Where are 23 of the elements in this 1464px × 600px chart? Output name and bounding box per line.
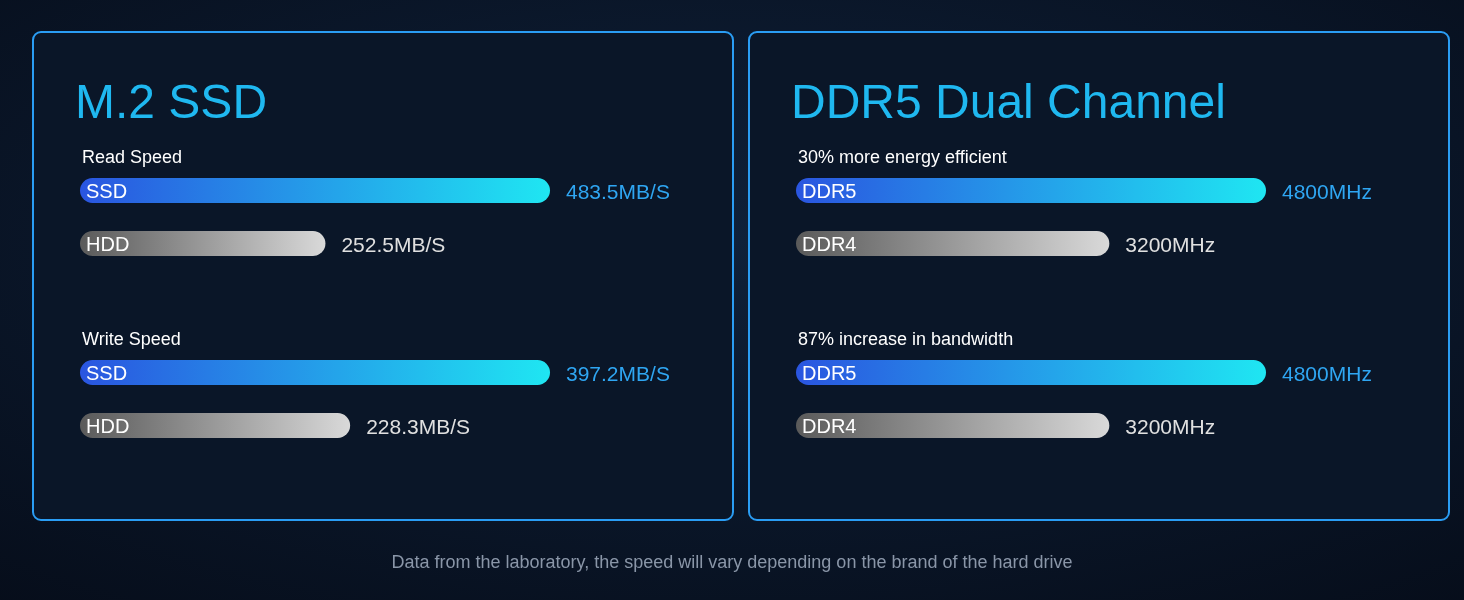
data-label: 252.5MB/S <box>341 232 446 256</box>
y-tick-label: DDR4 <box>802 232 857 255</box>
y-tick-label: SSD <box>86 179 128 202</box>
y-tick-label: SSD <box>86 361 128 384</box>
y-tick-label: DDR5 <box>802 179 857 202</box>
text: Data from the laboratory, the speed will vary depending on the brand of the hard drive <box>391 552 1073 572</box>
data-label: 3200MHz <box>1125 414 1216 438</box>
y-tick-label: HDD <box>86 414 130 437</box>
data-label: 3200MHz <box>1125 232 1216 256</box>
chart-subtitle: Write Speed <box>82 329 181 349</box>
y-tick-label: DDR5 <box>802 361 857 384</box>
data-label: 4800MHz <box>1282 179 1372 203</box>
data-label: 4800MHz <box>1282 361 1372 385</box>
data-label: 228.3MB/S <box>366 414 471 438</box>
chart-title: DDR5 Dual Channel <box>791 75 1226 128</box>
chart-subtitle: 30% more energy efficient <box>798 147 1007 167</box>
data-label: 483.5MB/S <box>566 179 670 203</box>
chart-subtitle: 87% increase in bandwidth <box>798 329 1014 349</box>
chart-subtitle: Read Speed <box>82 147 183 167</box>
y-tick-label: HDD <box>86 232 130 255</box>
data-label: 397.2MB/S <box>566 361 670 385</box>
y-tick-label: DDR4 <box>802 414 857 437</box>
chart-title: M.2 SSD <box>75 75 268 128</box>
